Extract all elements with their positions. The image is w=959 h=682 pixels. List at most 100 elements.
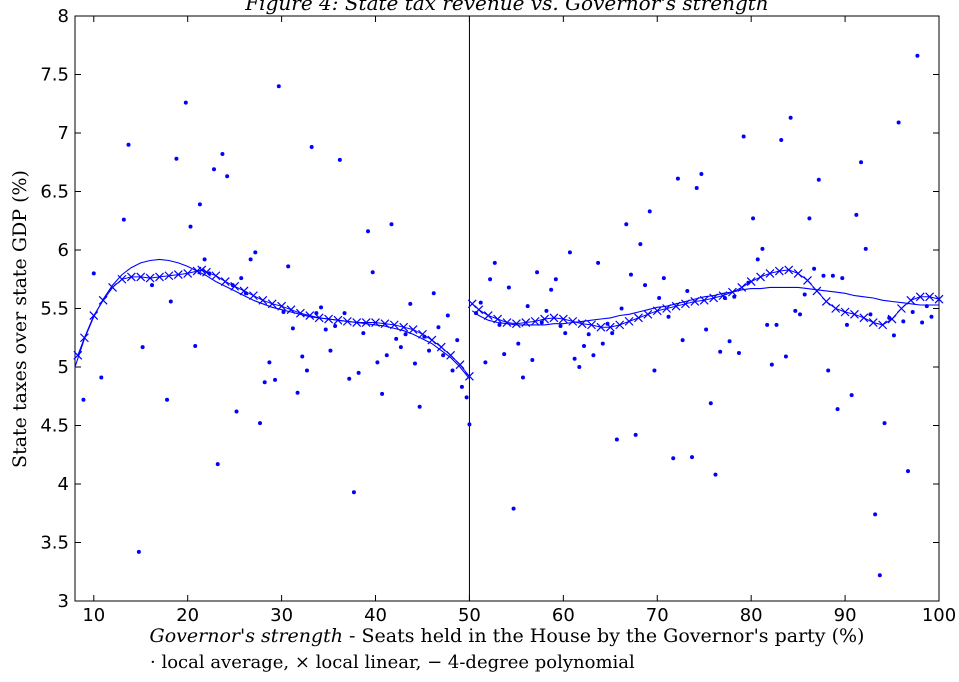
local-average-point bbox=[863, 246, 868, 251]
local-average-point bbox=[614, 437, 619, 442]
series-local-linear bbox=[73, 265, 944, 381]
local-average-point bbox=[643, 283, 648, 288]
local-average-point bbox=[690, 455, 695, 460]
y-tick-label: 6.5 bbox=[40, 182, 69, 203]
local-linear-marker bbox=[793, 268, 803, 278]
local-average-point bbox=[718, 349, 723, 354]
local-average-point bbox=[854, 212, 859, 217]
local-linear-marker bbox=[427, 335, 437, 345]
local-linear-marker bbox=[173, 270, 183, 279]
local-average-point bbox=[520, 375, 525, 380]
local-linear-marker bbox=[737, 283, 747, 292]
local-linear-marker bbox=[436, 342, 446, 352]
local-linear-marker bbox=[126, 272, 136, 282]
local-average-point bbox=[530, 357, 535, 362]
local-average-point bbox=[281, 310, 286, 315]
local-average-point bbox=[276, 84, 281, 89]
local-average-point bbox=[732, 294, 737, 299]
local-average-point bbox=[211, 167, 216, 172]
local-average-point bbox=[333, 324, 338, 329]
local-linear-marker bbox=[671, 301, 681, 311]
local-average-point bbox=[628, 272, 633, 277]
local-linear-marker bbox=[784, 265, 794, 275]
local-average-point bbox=[830, 273, 835, 278]
local-average-point bbox=[234, 409, 239, 414]
local-average-point bbox=[741, 134, 746, 139]
local-linear-marker bbox=[164, 271, 174, 281]
local-average-point bbox=[788, 115, 793, 120]
local-average-point bbox=[736, 350, 741, 355]
local-average-point bbox=[910, 310, 915, 315]
local-average-point bbox=[704, 327, 709, 332]
local-linear-marker bbox=[821, 297, 831, 306]
local-linear-marker bbox=[465, 371, 474, 381]
local-average-point bbox=[220, 152, 225, 157]
local-average-point bbox=[215, 462, 220, 467]
local-average-point bbox=[511, 506, 516, 511]
local-average-point bbox=[605, 321, 610, 326]
local-linear-marker bbox=[249, 291, 258, 301]
local-linear-marker bbox=[446, 350, 456, 360]
x-tick-label: 50 bbox=[458, 605, 481, 626]
local-average-point bbox=[262, 380, 267, 385]
local-average-point bbox=[483, 360, 488, 365]
local-average-point bbox=[751, 216, 756, 221]
local-linear-marker bbox=[408, 325, 418, 334]
local-average-point bbox=[882, 421, 887, 426]
local-linear-marker bbox=[558, 314, 568, 324]
local-linear-marker bbox=[324, 314, 333, 324]
x-tick-label: 30 bbox=[270, 605, 293, 626]
local-average-point bbox=[610, 331, 615, 336]
local-average-point bbox=[286, 264, 291, 269]
local-average-point bbox=[412, 361, 417, 366]
local-average-point bbox=[337, 157, 342, 162]
local-average-point bbox=[807, 216, 812, 221]
x-tick-label: 10 bbox=[82, 605, 105, 626]
y-tick-label: 4 bbox=[58, 474, 69, 495]
local-linear-marker bbox=[371, 318, 380, 327]
local-average-point bbox=[188, 224, 193, 229]
local-average-point bbox=[314, 311, 319, 316]
legend-note: · local average, × local linear, − 4-deg… bbox=[150, 652, 635, 673]
x-tick-label: 70 bbox=[646, 605, 669, 626]
local-average-point bbox=[633, 432, 638, 437]
local-average-point bbox=[408, 301, 413, 306]
x-axis-label-italic: Governor's strength bbox=[149, 625, 343, 647]
local-average-point bbox=[427, 348, 432, 353]
local-average-point bbox=[174, 156, 179, 161]
local-average-point bbox=[455, 338, 460, 343]
local-average-point bbox=[445, 313, 450, 318]
local-average-point bbox=[403, 332, 408, 337]
local-average-point bbox=[450, 368, 455, 373]
local-average-point bbox=[798, 312, 803, 317]
local-average-point bbox=[760, 246, 765, 251]
local-average-point bbox=[121, 217, 126, 222]
local-average-point bbox=[821, 273, 826, 278]
local-average-point bbox=[267, 360, 272, 365]
local-average-point bbox=[380, 391, 385, 396]
local-linear-marker bbox=[925, 292, 935, 302]
local-average-point bbox=[516, 341, 521, 346]
local-linear-marker bbox=[314, 313, 324, 323]
local-average-point bbox=[304, 368, 309, 373]
local-linear-marker bbox=[155, 272, 164, 282]
local-average-point bbox=[647, 209, 652, 214]
local-average-point bbox=[783, 354, 788, 359]
local-average-point bbox=[202, 257, 207, 262]
local-linear-marker bbox=[521, 318, 531, 327]
local-average-point bbox=[351, 490, 356, 495]
local-average-point bbox=[140, 345, 145, 350]
local-linear-marker bbox=[277, 301, 287, 311]
local-average-point bbox=[901, 319, 906, 324]
local-linear-marker bbox=[117, 274, 127, 284]
local-average-point bbox=[193, 343, 198, 348]
local-linear-marker bbox=[399, 322, 409, 332]
local-average-point bbox=[492, 260, 497, 265]
local-average-point bbox=[563, 331, 568, 336]
local-average-point bbox=[619, 306, 624, 311]
local-average-point bbox=[549, 287, 554, 292]
local-linear-marker bbox=[812, 286, 822, 296]
local-average-point bbox=[671, 456, 676, 461]
local-average-point bbox=[535, 270, 540, 275]
local-linear-marker bbox=[577, 319, 587, 329]
